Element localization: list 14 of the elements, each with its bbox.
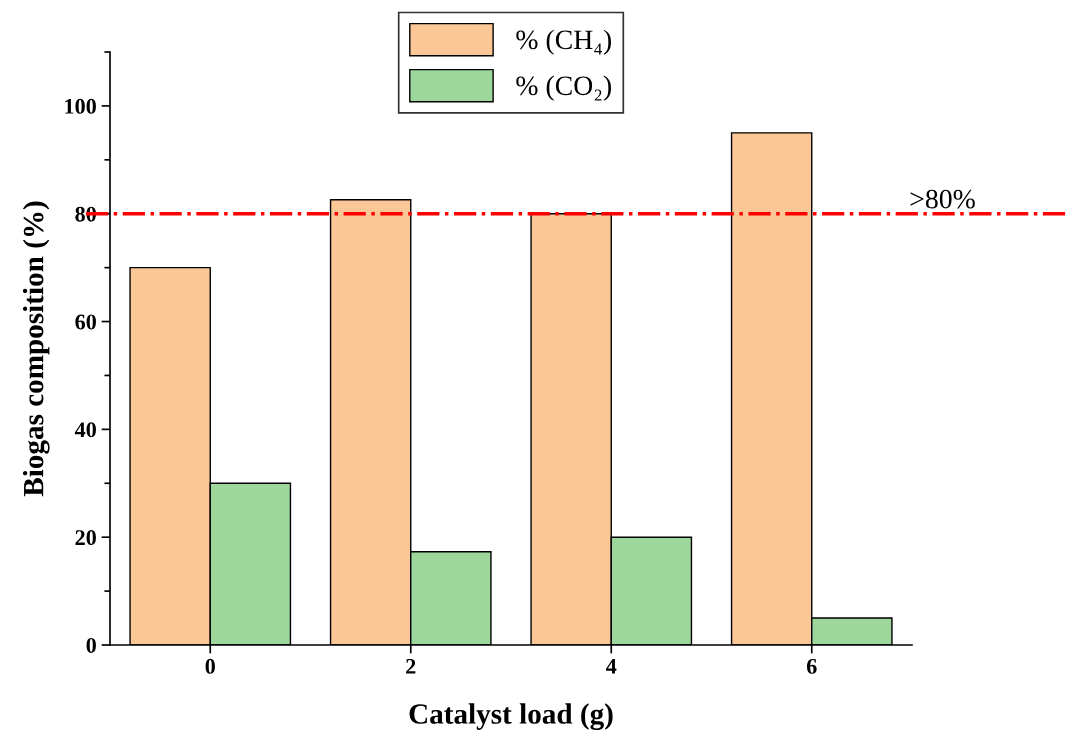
x-tick-label: 2 [406,658,416,674]
y-tick-label: 0 [86,637,96,653]
y-tick-label: 20 [75,530,96,546]
x-tick-label: 4 [606,658,617,674]
y-tick-label: 100 [65,98,96,114]
ref-line-label: >80% [910,189,975,209]
legend-label: % (CO₂) [516,75,611,101]
legend-label: % (CH₄) [516,29,611,55]
y-tick-label: 60 [75,314,96,330]
x-tick-label: 0 [205,658,215,674]
x-axis-title: Catalyst load (g) [409,703,613,731]
x-tick-label: 6 [806,658,817,674]
y-tick-label: 40 [74,422,96,438]
y-axis-title: Biogas composition (%) [22,201,50,497]
